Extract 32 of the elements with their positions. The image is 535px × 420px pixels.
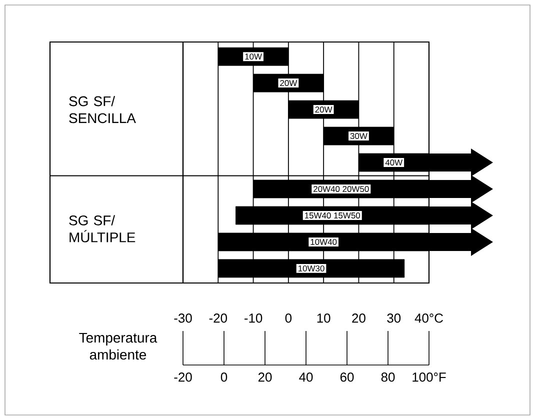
x2-tick-label: 80: [381, 372, 395, 382]
x-tick-label: 20: [352, 314, 366, 323]
x2-tick-label: 0: [220, 372, 228, 382]
x2-tick-label: 20: [258, 372, 272, 382]
x-tick-label: 0: [285, 314, 292, 323]
x-tick-label: -30: [174, 314, 192, 323]
x2-tick-label: 60: [340, 372, 354, 382]
y-tick-label: 10W30: [298, 265, 324, 272]
bar: [218, 47, 289, 66]
x2-tick-label: -20: [174, 372, 192, 382]
y-tick-label: 20W40 20W50: [314, 186, 369, 192]
x2-tick-label: 100°F: [412, 372, 446, 382]
bar: [288, 100, 359, 119]
x-tick-label: 40°C: [414, 314, 443, 323]
y-tick-label: 20W: [280, 80, 298, 86]
y-tick-label: 20W: [315, 106, 332, 113]
x-tick-label: -10: [244, 314, 262, 323]
y-tick-label: 40W: [385, 160, 403, 166]
y-tick-label: 10W: [245, 54, 262, 60]
x-tick-label: -20: [209, 314, 227, 323]
text: SG SF/ SENCILLA: [69, 96, 136, 124]
y-tick-label: 10W40: [310, 238, 337, 245]
x2-tick-label: 40: [299, 372, 313, 382]
bar: [253, 74, 324, 92]
x-tick-label: 10: [317, 314, 330, 323]
y-tick-label: 30W: [350, 133, 368, 140]
bar: [218, 259, 405, 278]
x-tick-label: 30: [387, 314, 401, 323]
y-tick-label: 15W40 15W50: [304, 212, 360, 218]
text: SG SF/ MÚLTIPLE: [69, 215, 136, 242]
x-axis-title: Temperatura ambiente: [79, 332, 158, 360]
bar: [323, 126, 394, 146]
